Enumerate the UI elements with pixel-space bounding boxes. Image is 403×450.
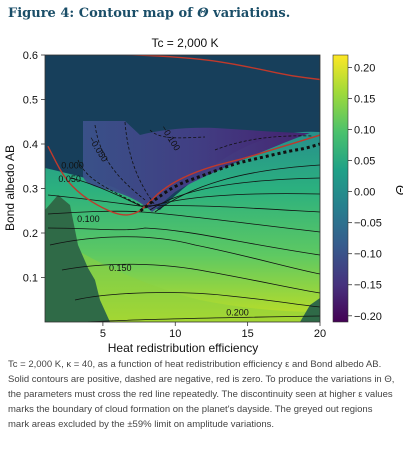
contour-line [61, 263, 320, 294]
contour-line [94, 124, 146, 201]
contour-line [154, 164, 320, 213]
lower-left-bright-region [45, 230, 320, 322]
colorbar-tick-label: −0.20 [354, 311, 382, 323]
excluded-region-left [45, 195, 110, 322]
y-tick-label: 0.6 [23, 50, 38, 62]
colorbar-ticks: 0.20 0.15 0.10 0.05 0.00 −0.05 −0.10 −0.15 −0.20 [348, 62, 382, 323]
figure-title: Figure 4: Contour map of Θ variations. [8, 6, 398, 21]
contour-label: 0.000 [61, 160, 84, 170]
contour-line [47, 210, 320, 233]
y-axis-label: Bond albedo AB [3, 145, 17, 231]
contour-line [124, 121, 156, 206]
negative-valley-region [83, 121, 310, 212]
x-axis-label: Heat redistribution efficiency [108, 341, 259, 355]
chart-title: Tc = 2,000 K [151, 36, 218, 50]
colorbar-tick-label: −0.05 [354, 218, 382, 230]
contour-line [47, 194, 320, 213]
zero-contour [47, 134, 320, 216]
colorbar [333, 55, 348, 322]
contour-line [69, 177, 320, 209]
colorbar-frame [332, 54, 349, 323]
positive-contours [47, 164, 320, 322]
contour-line [149, 177, 320, 211]
y-axis: 0.1 0.2 0.3 0.4 0.5 0.6 [23, 50, 45, 285]
contour-label: 0.200 [226, 307, 249, 317]
contour-line [74, 292, 320, 308]
contour-label: 0.050 [58, 174, 81, 184]
colorbar-tick-label: 0.05 [354, 156, 375, 168]
contour-line [77, 159, 141, 206]
y-tick-label: 0.5 [23, 95, 38, 107]
colorbar-label: Θ [393, 185, 403, 195]
colorbar-tick-label: 0.10 [354, 125, 375, 137]
contour-line [87, 315, 320, 322]
x-axis: 5 10 15 20 [100, 322, 326, 340]
x-tick-label: 10 [169, 328, 181, 340]
caption-text: Tc = 2,000 K, κ = 40, as a function of h… [8, 359, 395, 430]
x-tick-label: 20 [314, 328, 326, 340]
figure-caption: Tc = 2,000 K, κ = 40, as a function of h… [8, 357, 396, 432]
figure-title-symbol: Θ [197, 6, 209, 21]
figure-title-suffix: variations. [208, 6, 291, 21]
x-tick-label: 5 [100, 328, 106, 340]
zero-contour-top [117, 55, 320, 81]
colorbar-tick-label: −0.15 [354, 280, 382, 292]
y-tick-label: 0.4 [23, 139, 38, 151]
cloud-boundary [139, 142, 320, 212]
contour-line [149, 129, 206, 139]
y-tick-label: 0.3 [23, 184, 38, 196]
x-tick-label: 15 [242, 328, 254, 340]
y-tick-label: 0.2 [23, 228, 38, 240]
contour-line [49, 236, 320, 275]
contour-label: 0.100 [77, 214, 100, 224]
contour-line [47, 227, 320, 256]
colorbar-tick-label: −0.10 [354, 249, 382, 261]
colorbar-tick-label: 0.00 [354, 187, 375, 199]
negative-contours [77, 121, 313, 206]
figure-title-prefix: Figure 4: Contour map of [8, 6, 198, 21]
colorbar-tick-label: 0.20 [354, 62, 375, 74]
colorbar-tick-label: 0.15 [354, 93, 375, 105]
y-tick-label: 0.1 [23, 273, 38, 285]
contour-label: 0.150 [109, 263, 132, 273]
